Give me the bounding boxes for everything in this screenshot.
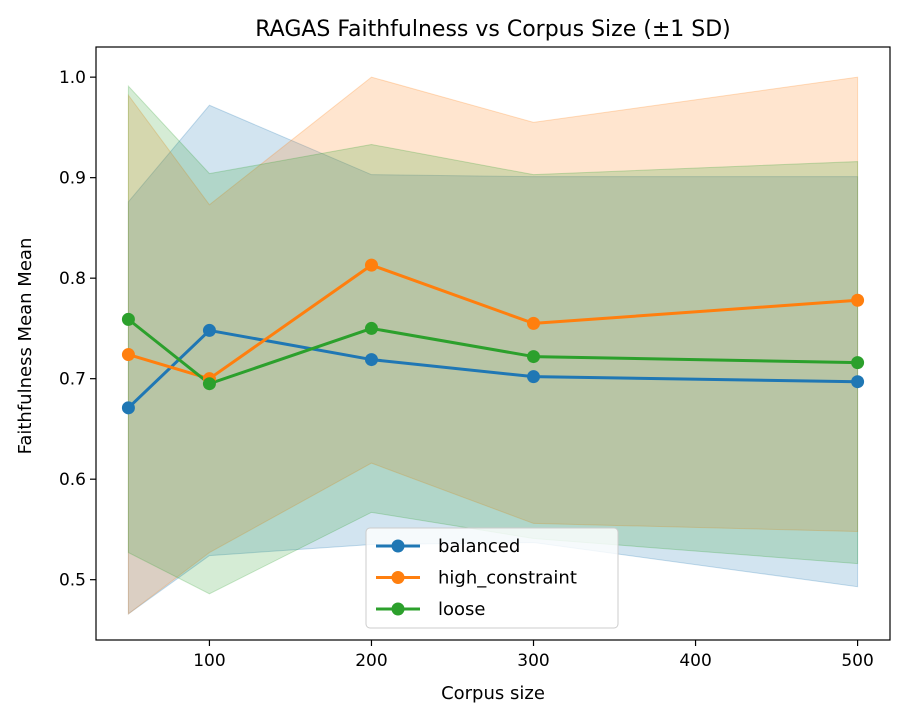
legend-label-high_constraint: high_constraint bbox=[438, 568, 577, 589]
x-tick-label-100: 100 bbox=[193, 651, 225, 671]
point-high_constraint-50 bbox=[121, 348, 135, 362]
data-points bbox=[121, 258, 865, 415]
chart-title: RAGAS Faithfulness vs Corpus Size (±1 SD… bbox=[255, 17, 730, 42]
point-high_constraint-200 bbox=[364, 258, 378, 272]
legend-label-loose: loose bbox=[438, 599, 485, 620]
y-axis-ticks: 0.5 0.6 0.7 0.8 0.9 1.0 bbox=[59, 68, 96, 591]
legend-marker-high_constraint bbox=[391, 571, 405, 584]
x-tick-label-300: 300 bbox=[517, 651, 549, 671]
confidence-bands bbox=[127, 76, 859, 615]
point-balanced-500 bbox=[851, 375, 865, 389]
y-tick-label-1: 1.0 bbox=[59, 68, 86, 88]
point-balanced-200 bbox=[364, 353, 378, 367]
legend-box bbox=[365, 527, 619, 629]
point-loose-300 bbox=[527, 350, 541, 364]
point-balanced-300 bbox=[527, 370, 541, 384]
point-loose-50 bbox=[121, 312, 135, 326]
y-axis-label: Faithfulness Mean Mean bbox=[15, 238, 36, 455]
point-high_constraint-300 bbox=[527, 316, 541, 330]
y-tick-label-0.5: 0.5 bbox=[59, 571, 86, 591]
y-tick-label-0.6: 0.6 bbox=[59, 470, 86, 490]
y-tick-label-0.8: 0.8 bbox=[59, 269, 86, 289]
band-loose bbox=[127, 84, 859, 595]
legend-marker-balanced bbox=[391, 539, 405, 553]
x-tick-label-400: 400 bbox=[679, 651, 711, 671]
point-loose-200 bbox=[364, 321, 378, 335]
x-tick-label-500: 500 bbox=[841, 651, 873, 671]
point-loose-100 bbox=[202, 377, 216, 391]
legend-marker-loose bbox=[391, 602, 405, 616]
x-axis-label: Corpus size bbox=[441, 683, 545, 704]
x-tick-label-200: 200 bbox=[355, 651, 387, 671]
band-balanced bbox=[127, 104, 859, 615]
plot-frame bbox=[95, 46, 891, 641]
point-high_constraint-500 bbox=[851, 293, 865, 307]
band-high_constraint bbox=[127, 76, 859, 615]
y-tick-label-0.9: 0.9 bbox=[59, 169, 86, 189]
legend-label-balanced: balanced bbox=[438, 536, 520, 557]
point-balanced-50 bbox=[121, 401, 135, 415]
point-balanced-100 bbox=[202, 323, 216, 337]
point-loose-500 bbox=[851, 356, 865, 370]
y-tick-label-0.7: 0.7 bbox=[59, 370, 86, 390]
x-axis-ticks: 100 200 300 400 500 bbox=[193, 640, 874, 671]
